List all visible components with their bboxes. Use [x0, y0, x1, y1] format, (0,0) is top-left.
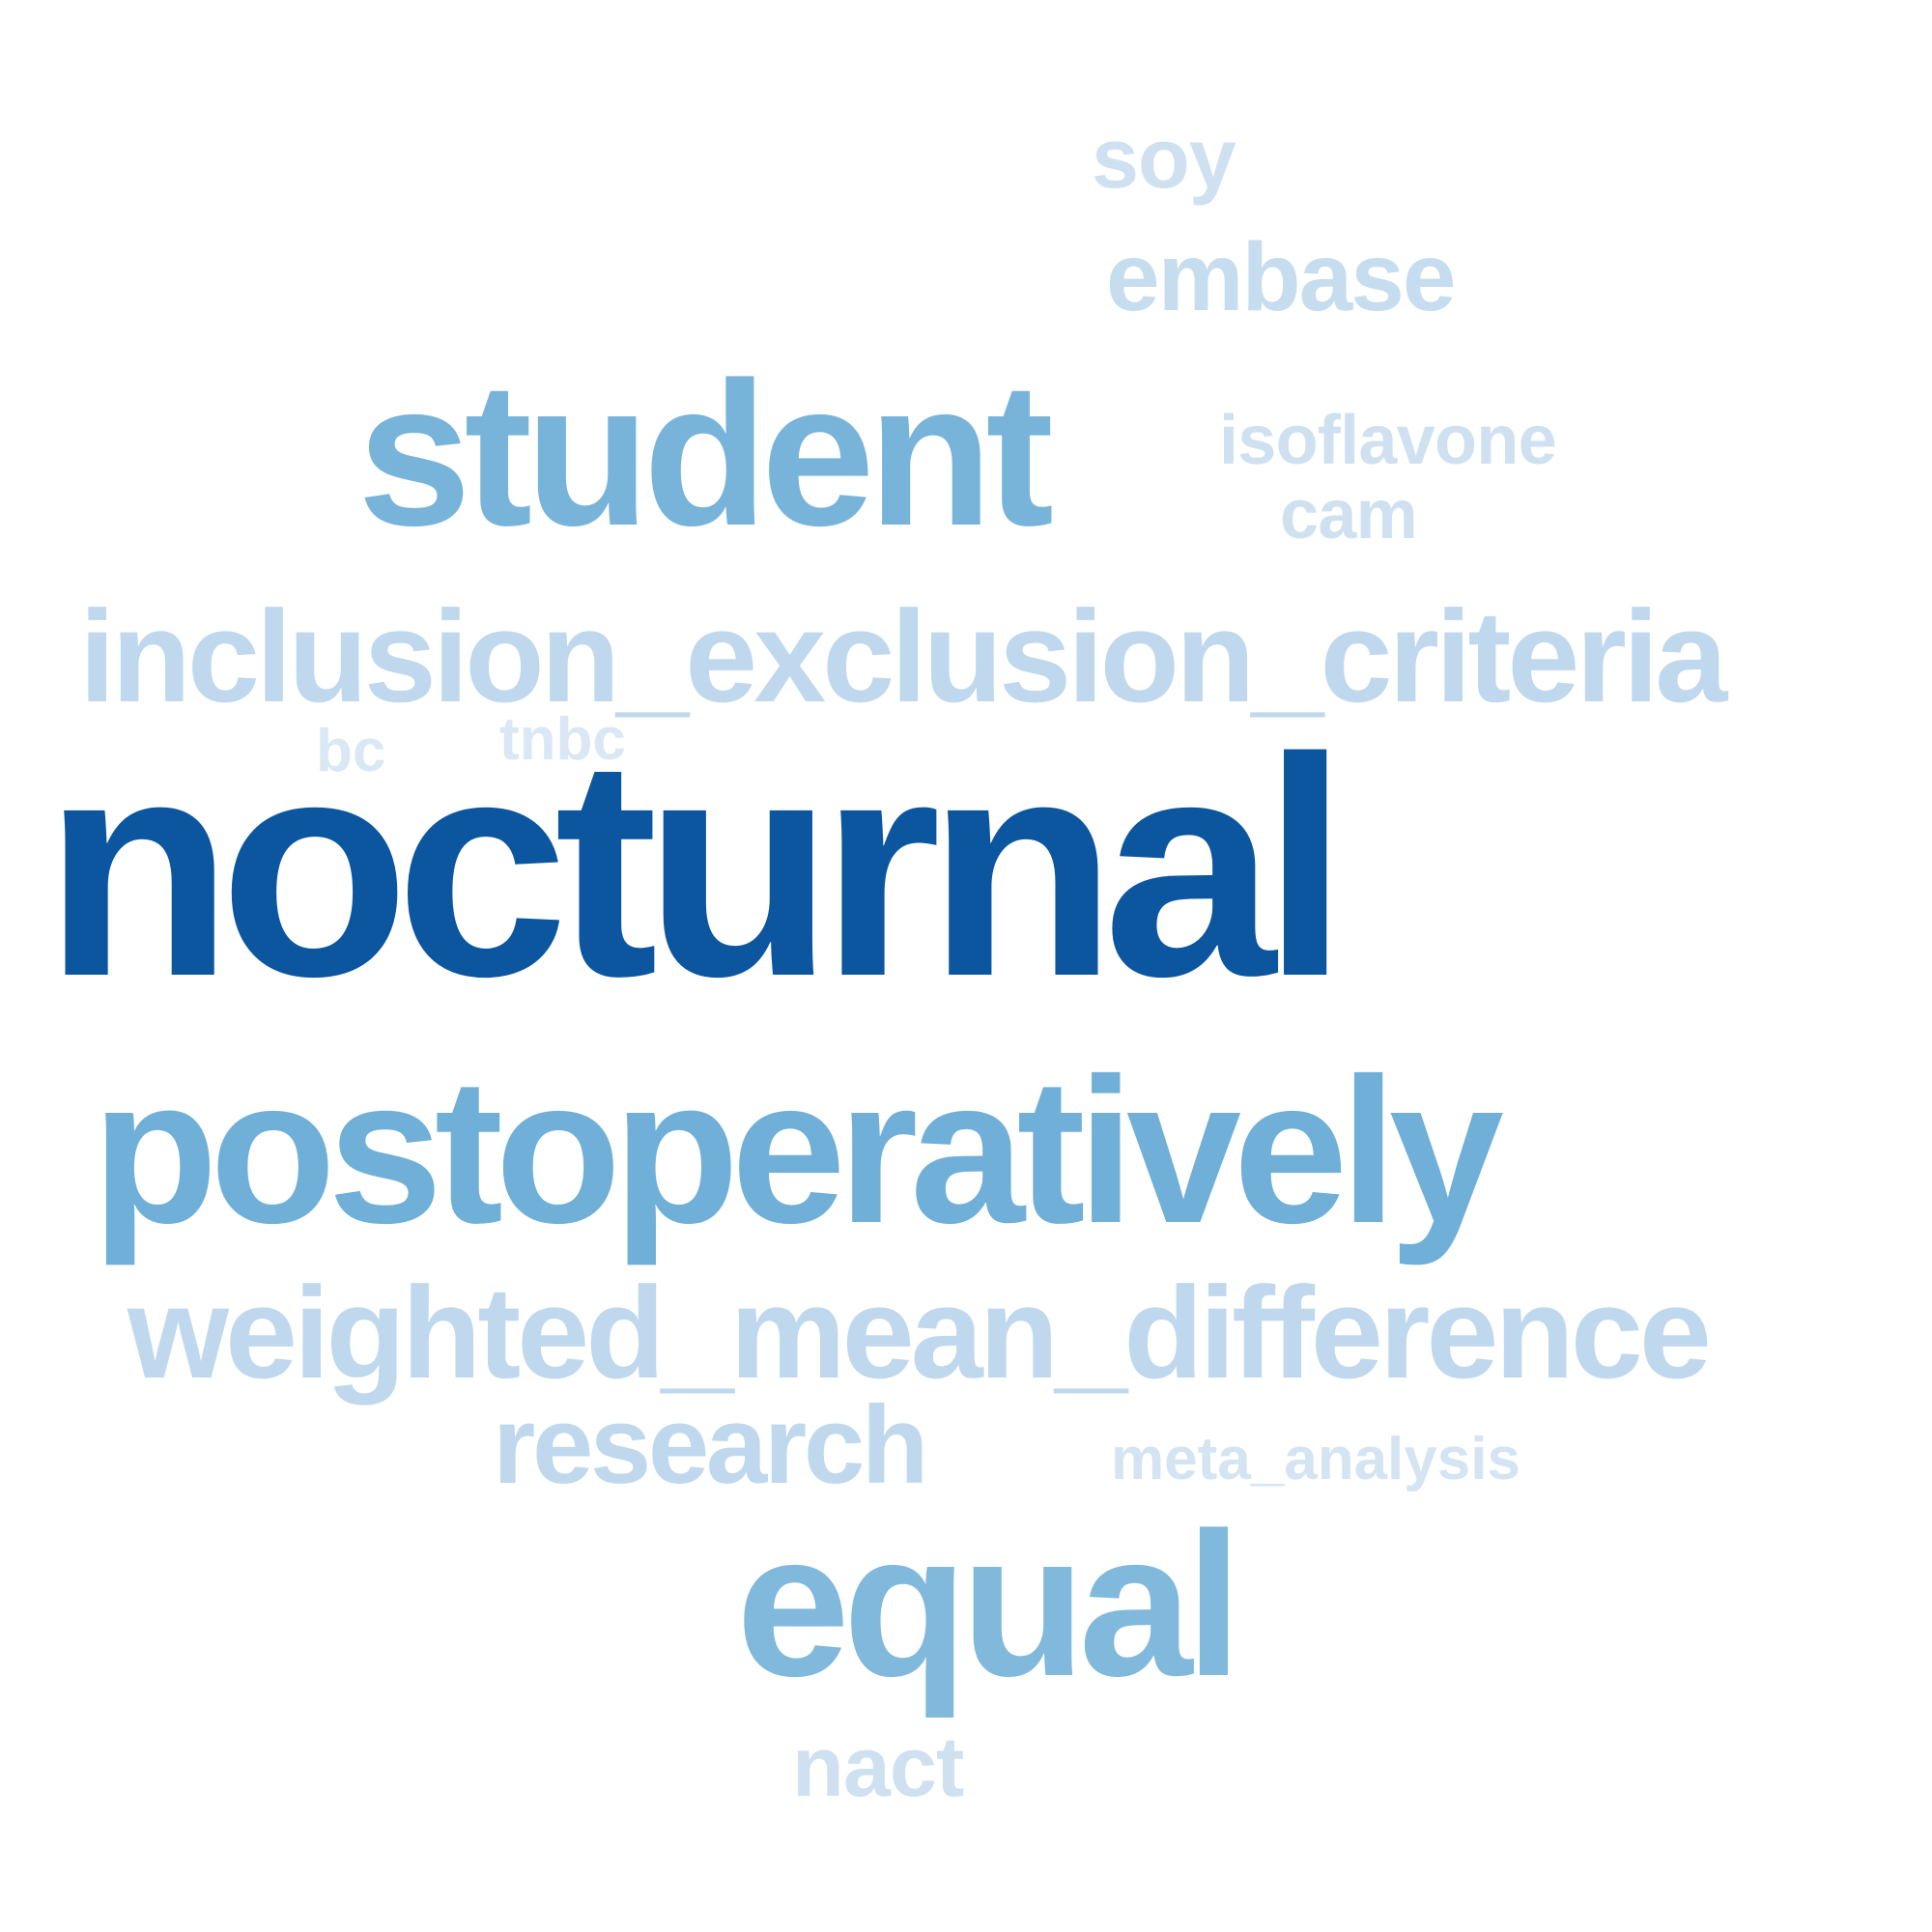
- word-embase: embase: [1106, 229, 1454, 326]
- word-postoperatively: postoperatively: [92, 1048, 1495, 1255]
- word-bc: bc: [316, 722, 385, 781]
- word-isoflavone: isoflavone: [1219, 406, 1556, 475]
- word-inclusion-exclusion-criteria: inclusion_exclusion_criteria: [79, 591, 1723, 722]
- word-cam: cam: [1280, 480, 1417, 550]
- word-tnbc: tnbc: [499, 710, 626, 770]
- word-equal: equal: [736, 1502, 1236, 1707]
- word-research: research: [493, 1391, 925, 1501]
- word-weighted-mean-difference: weighted_mean_difference: [128, 1267, 1708, 1398]
- word-nact: nact: [792, 1724, 963, 1809]
- word-meta-analysis: meta_analysis: [1111, 1430, 1520, 1490]
- word-soy: soy: [1092, 116, 1236, 201]
- word-nocturnal: nocturnal: [43, 713, 1335, 1024]
- word-student: student: [357, 352, 1047, 556]
